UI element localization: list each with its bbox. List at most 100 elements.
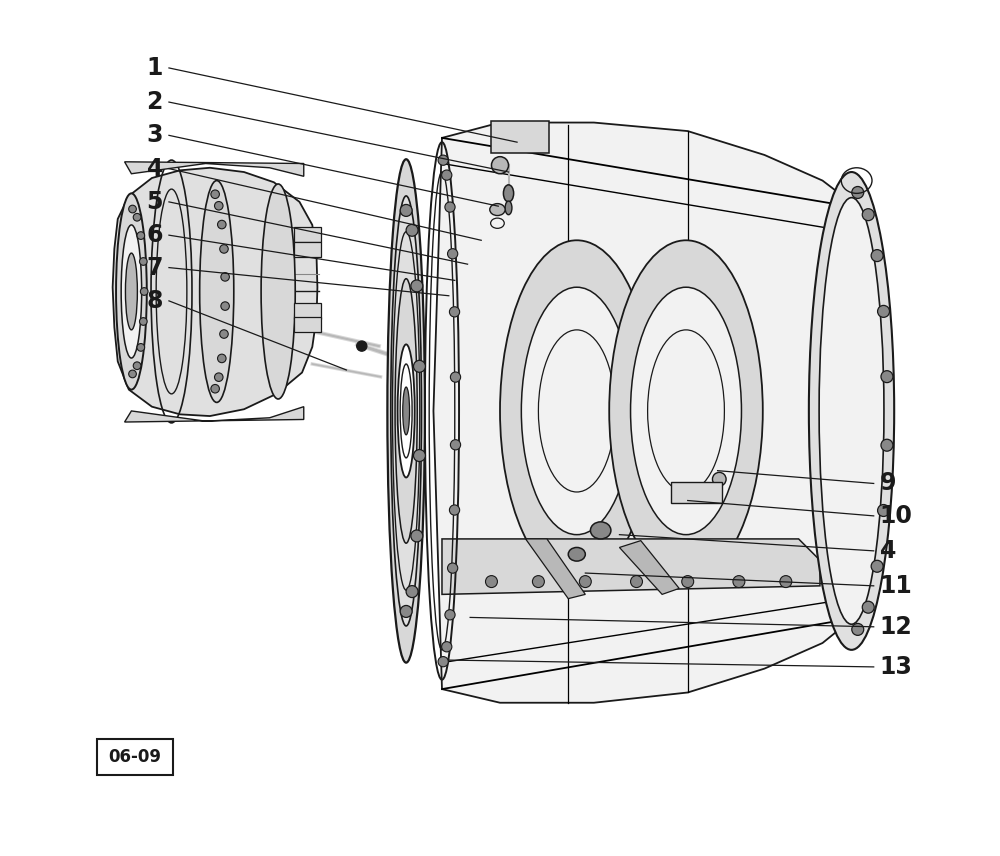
Ellipse shape [448,248,458,259]
Polygon shape [619,541,679,594]
Text: 7: 7 [146,256,163,280]
Ellipse shape [871,250,883,262]
Text: 2: 2 [147,90,163,114]
Ellipse shape [395,279,417,544]
Ellipse shape [521,288,632,535]
Ellipse shape [503,185,514,202]
Polygon shape [125,162,304,176]
Ellipse shape [780,575,792,587]
Ellipse shape [133,362,141,370]
Ellipse shape [505,201,512,215]
Ellipse shape [448,563,458,574]
Ellipse shape [881,371,893,383]
Ellipse shape [532,575,544,587]
Text: 9: 9 [880,472,896,496]
Ellipse shape [391,196,422,626]
Ellipse shape [485,575,497,587]
Ellipse shape [491,157,509,174]
Ellipse shape [221,302,229,311]
Ellipse shape [490,204,505,216]
Ellipse shape [129,370,136,377]
Text: 5: 5 [146,190,163,214]
Bar [294,303,321,318]
Ellipse shape [398,344,415,478]
Ellipse shape [442,642,452,652]
Ellipse shape [852,187,864,199]
Ellipse shape [400,605,412,617]
Ellipse shape [411,530,423,542]
Ellipse shape [568,548,585,561]
Bar [294,317,321,332]
Text: 10: 10 [880,504,913,528]
Ellipse shape [218,220,226,229]
Text: 06-09: 06-09 [109,748,162,766]
Polygon shape [526,539,585,598]
Ellipse shape [220,330,228,338]
Ellipse shape [406,224,418,236]
Ellipse shape [413,360,425,372]
Ellipse shape [137,232,145,240]
Ellipse shape [878,306,890,318]
Ellipse shape [211,190,219,199]
Polygon shape [442,539,820,594]
Bar [671,482,722,503]
Ellipse shape [200,181,234,402]
Ellipse shape [438,155,448,165]
Ellipse shape [450,440,461,450]
Ellipse shape [129,205,136,213]
Ellipse shape [733,575,745,587]
Ellipse shape [125,253,137,330]
Ellipse shape [878,504,890,516]
Ellipse shape [140,288,148,295]
Ellipse shape [682,575,694,587]
Ellipse shape [590,522,611,539]
Ellipse shape [500,241,654,581]
Ellipse shape [862,209,874,221]
Ellipse shape [357,341,367,351]
Ellipse shape [403,387,410,435]
Text: 4: 4 [880,539,896,563]
Ellipse shape [406,586,418,597]
Ellipse shape [121,225,142,358]
Ellipse shape [221,272,229,281]
Ellipse shape [862,601,874,613]
Ellipse shape [116,193,147,389]
Ellipse shape [139,258,147,265]
Ellipse shape [809,172,894,650]
Ellipse shape [450,372,461,383]
Ellipse shape [215,373,223,382]
Ellipse shape [579,575,591,587]
Ellipse shape [139,318,147,325]
Bar [294,227,321,242]
Bar [294,242,321,258]
Text: 13: 13 [880,655,913,679]
Ellipse shape [712,473,726,486]
Bar [491,121,549,153]
Ellipse shape [411,280,423,292]
Text: 3: 3 [146,123,163,147]
Ellipse shape [445,202,455,212]
Text: 8: 8 [146,288,163,313]
Ellipse shape [631,575,642,587]
Ellipse shape [631,288,741,535]
Ellipse shape [442,170,452,181]
Ellipse shape [445,609,455,620]
Polygon shape [433,122,880,703]
Ellipse shape [609,241,763,581]
Text: 1: 1 [147,56,163,80]
Ellipse shape [852,623,864,635]
Ellipse shape [438,657,448,667]
Ellipse shape [819,198,884,624]
Ellipse shape [400,205,412,217]
Ellipse shape [449,306,460,317]
Polygon shape [113,168,317,416]
Ellipse shape [881,439,893,451]
Ellipse shape [220,245,228,253]
Ellipse shape [413,449,425,461]
Ellipse shape [218,354,226,363]
Text: 11: 11 [880,574,912,597]
Ellipse shape [261,184,295,399]
Ellipse shape [137,343,145,351]
Ellipse shape [871,561,883,573]
Ellipse shape [211,384,219,393]
